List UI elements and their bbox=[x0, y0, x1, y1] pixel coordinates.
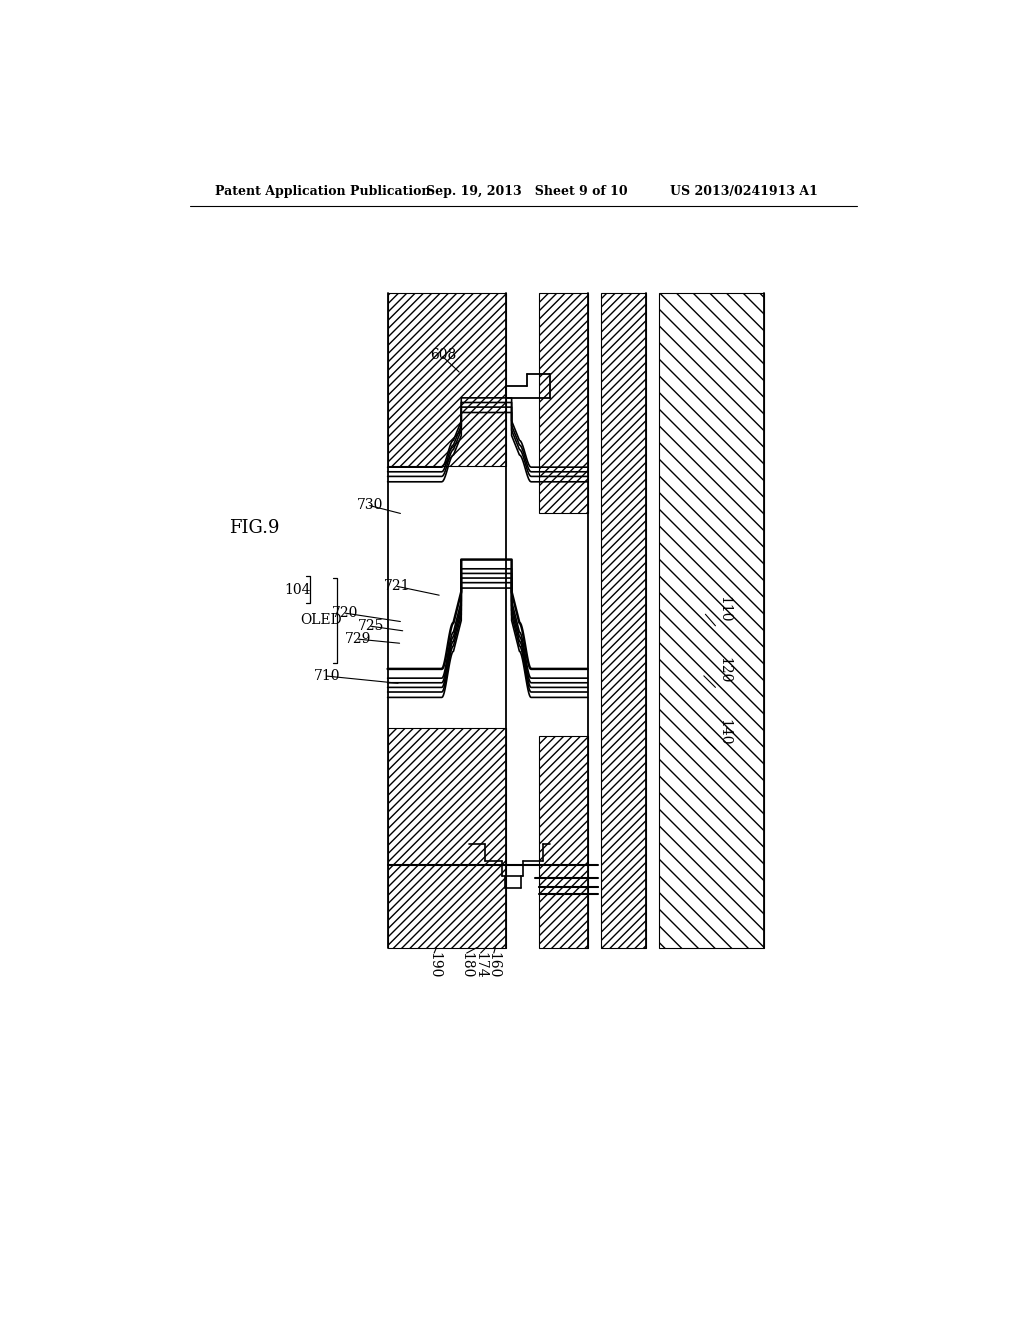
Text: US 2013/0241913 A1: US 2013/0241913 A1 bbox=[671, 185, 818, 198]
Text: 710: 710 bbox=[314, 669, 341, 682]
Text: 720: 720 bbox=[332, 606, 358, 619]
Bar bbox=[388, 293, 506, 466]
Text: Sep. 19, 2013   Sheet 9 of 10: Sep. 19, 2013 Sheet 9 of 10 bbox=[426, 185, 628, 198]
Text: Patent Application Publication: Patent Application Publication bbox=[215, 185, 430, 198]
Text: 140: 140 bbox=[717, 719, 731, 746]
Text: 104: 104 bbox=[285, 582, 311, 597]
Text: 608: 608 bbox=[430, 347, 457, 362]
Text: 725: 725 bbox=[357, 619, 384, 632]
Bar bbox=[539, 737, 588, 948]
Text: OLED: OLED bbox=[300, 614, 342, 627]
Text: 120: 120 bbox=[717, 657, 731, 684]
Text: 174: 174 bbox=[474, 952, 487, 978]
Text: FIG.9: FIG.9 bbox=[228, 519, 280, 537]
Bar bbox=[601, 293, 646, 948]
Bar bbox=[388, 729, 506, 948]
Text: 180: 180 bbox=[460, 952, 474, 978]
Text: 730: 730 bbox=[356, 498, 383, 512]
Text: 721: 721 bbox=[384, 578, 411, 593]
Bar bbox=[658, 293, 764, 948]
Text: 110: 110 bbox=[717, 595, 731, 622]
Bar bbox=[539, 293, 588, 512]
Text: 729: 729 bbox=[345, 632, 372, 645]
Text: 190: 190 bbox=[427, 952, 441, 978]
Text: 160: 160 bbox=[486, 952, 501, 978]
